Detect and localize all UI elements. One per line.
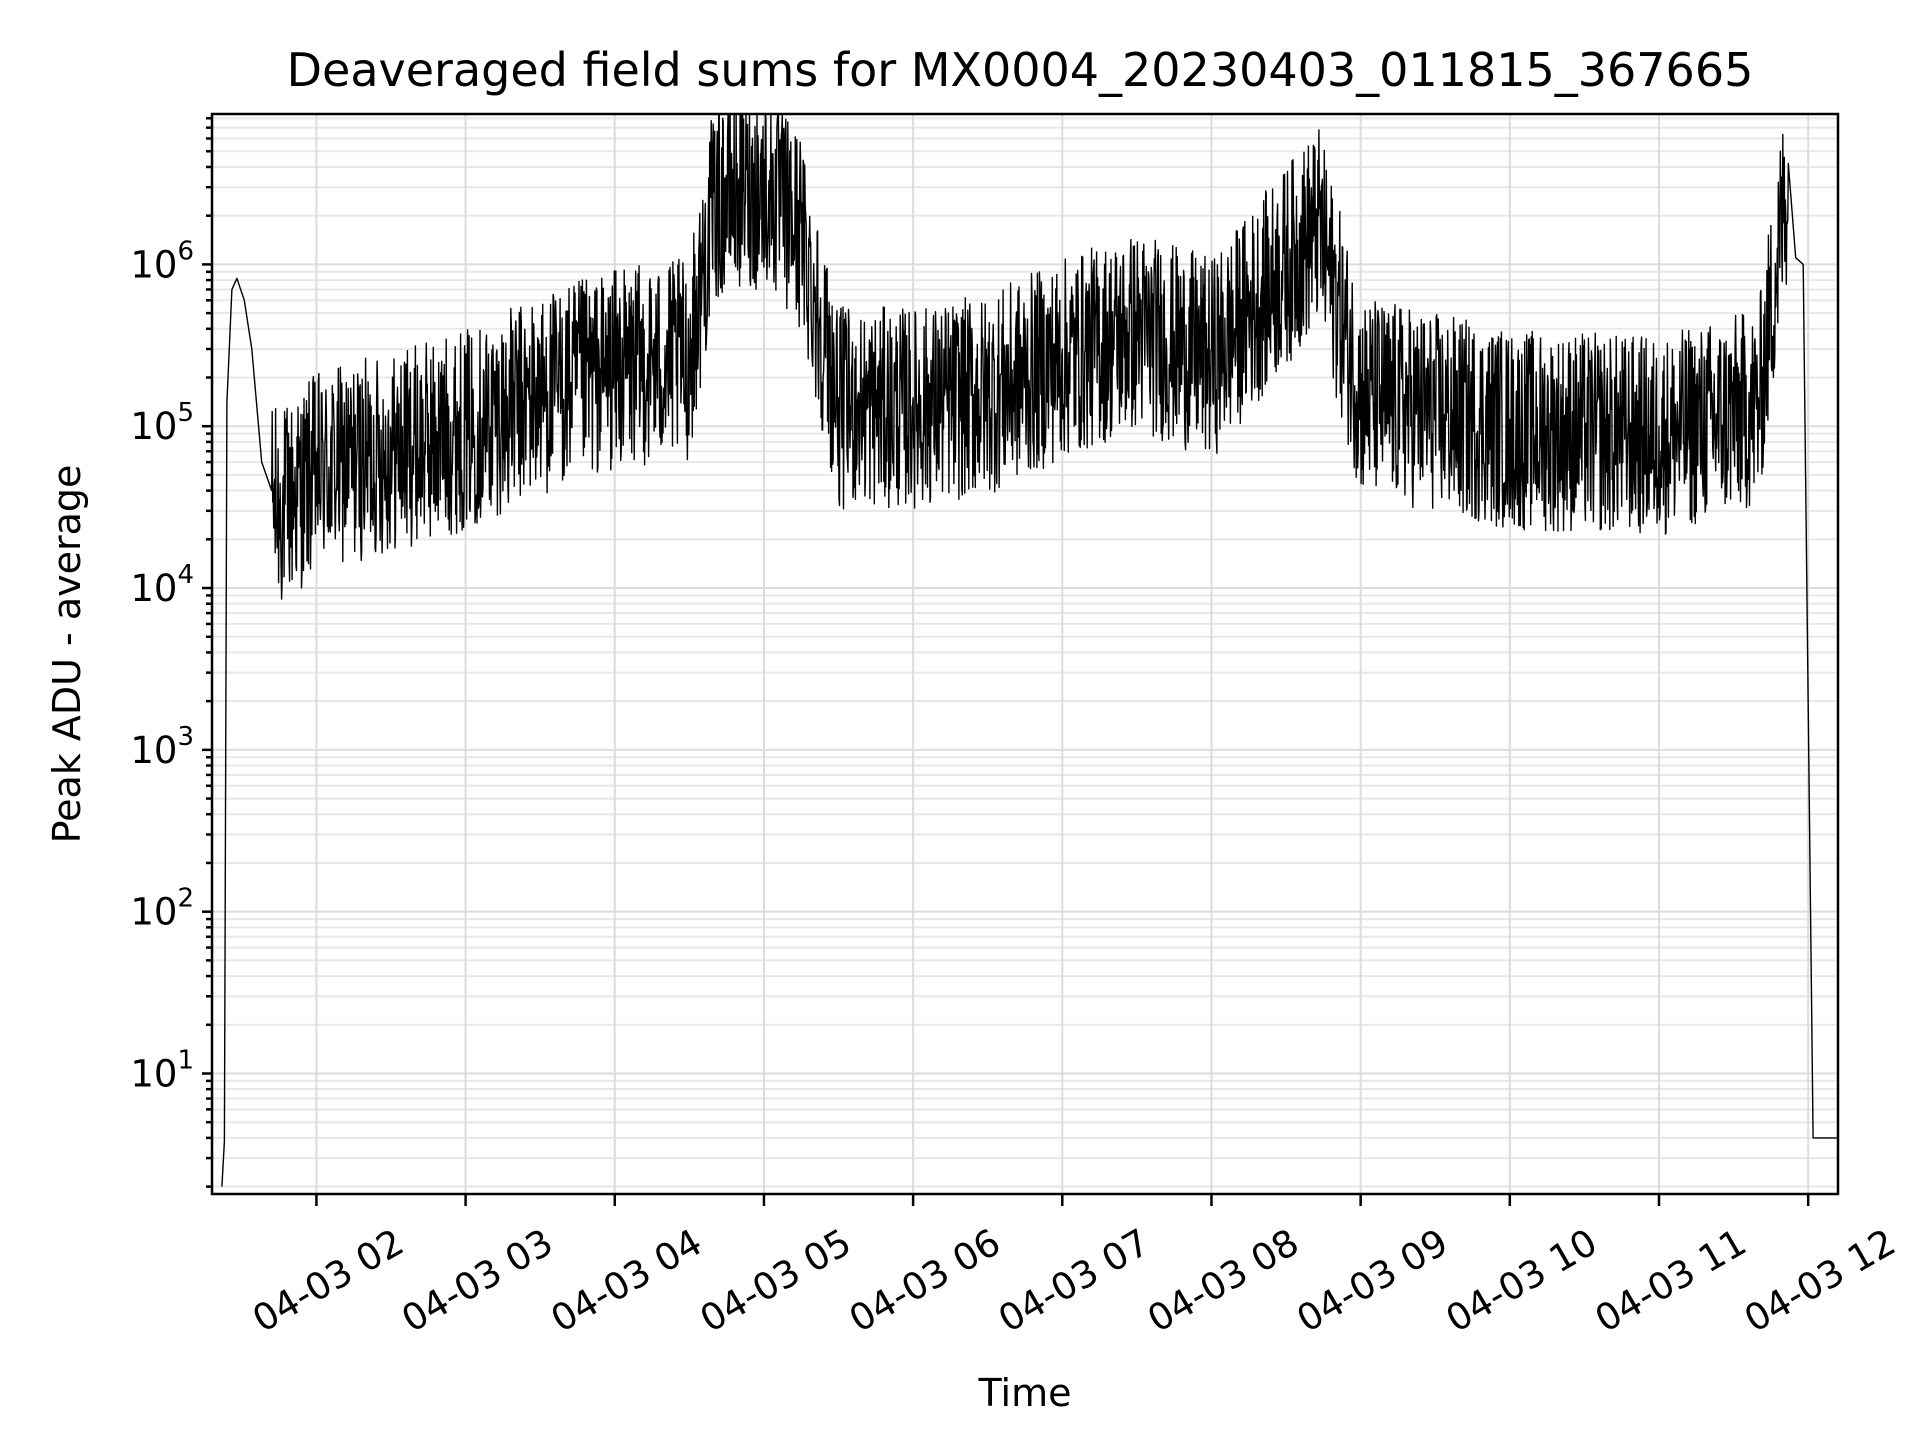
y-tick-label: 104 [130, 560, 194, 610]
y-axis: 101 102 103 104 105 106 [130, 117, 212, 1188]
y-axis-label: Peak ADU - average [45, 465, 89, 844]
y-tick-label: 101 [130, 1045, 194, 1095]
series-layer [221, 113, 1838, 1187]
y-tick-label: 102 [130, 884, 194, 934]
x-axis-label: Time [978, 1371, 1072, 1415]
y-tick-label: 103 [130, 722, 194, 772]
y-tick-label: 106 [130, 236, 194, 286]
plot-frame [210, 112, 1840, 1196]
series-line [221, 113, 1838, 1187]
y-tick-label: 105 [130, 398, 194, 448]
chart-title: Deaveraged field sums for MX0004_2023040… [287, 43, 1754, 97]
